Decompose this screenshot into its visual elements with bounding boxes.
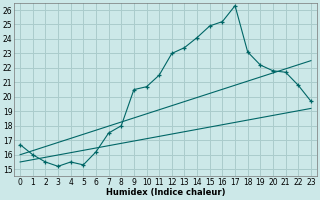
X-axis label: Humidex (Indice chaleur): Humidex (Indice chaleur) [106, 188, 225, 197]
